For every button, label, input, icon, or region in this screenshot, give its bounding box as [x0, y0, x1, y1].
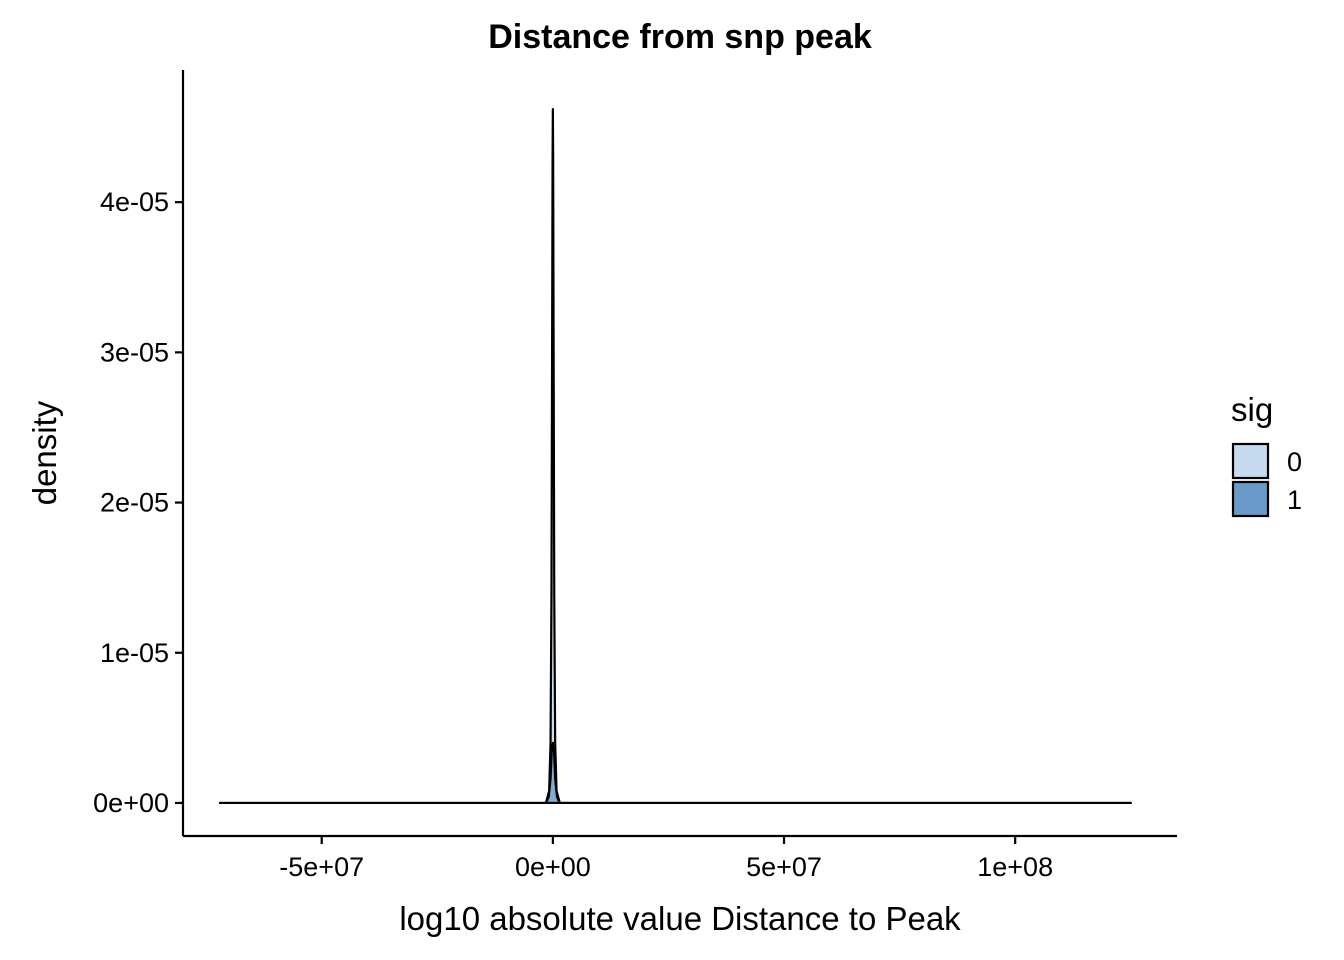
legend-title: sig [1231, 391, 1273, 428]
legend: sig 01 [1231, 391, 1302, 518]
legend-key-sig-1 [1231, 480, 1270, 518]
x-axis-title: log10 absolute value Distance to Peak [399, 900, 961, 937]
chart-title: Distance from snp peak [488, 18, 872, 56]
y-tick-label: 2e-05 [100, 488, 169, 518]
y-tick-label: 3e-05 [100, 337, 169, 367]
density-area-sig-1 [218, 741, 1132, 805]
legend-label-sig-0: 0 [1287, 447, 1302, 477]
x-tick-label: 5e+07 [746, 852, 822, 882]
density-series-layer [218, 107, 1132, 805]
y-tick-label: 1e-05 [100, 638, 169, 668]
x-tick-label: -5e+07 [279, 852, 364, 882]
x-tick-label: 0e+00 [515, 852, 591, 882]
y-axis-ticks: 0e+00 1e-05 2e-05 3e-05 4e-05 [93, 187, 183, 818]
legend-key-sig-0 [1231, 442, 1270, 480]
legend-entries: 01 [1231, 442, 1302, 518]
x-axis-ticks: -5e+07 0e+00 5e+07 1e+08 [279, 836, 1053, 882]
y-tick-label: 0e+00 [93, 788, 169, 818]
y-axis-title: density [26, 400, 63, 505]
y-tick-label: 4e-05 [100, 187, 169, 217]
legend-label-sig-1: 1 [1287, 485, 1302, 515]
x-tick-label: 1e+08 [977, 852, 1053, 882]
density-area-sig-0 [218, 107, 1132, 805]
